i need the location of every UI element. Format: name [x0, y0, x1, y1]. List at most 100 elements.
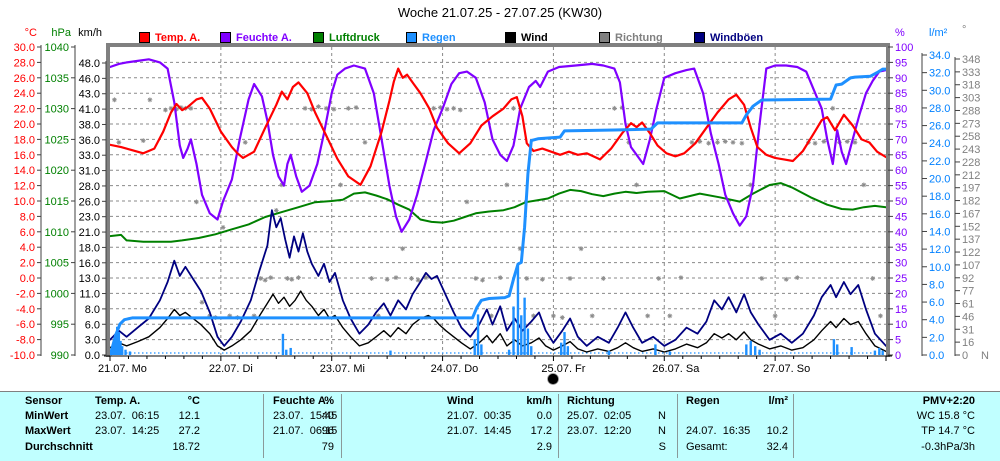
- direction-marker-icon: [369, 276, 375, 281]
- cell-time: Gesamt:: [686, 441, 728, 453]
- direction-marker-icon: [678, 275, 684, 280]
- tick-label: 1030: [45, 104, 69, 116]
- direction-marker-icon: [488, 313, 494, 319]
- direction-marker-icon: [174, 106, 179, 112]
- tick-label: 43.0: [79, 89, 100, 101]
- tick-label: 995: [51, 319, 69, 331]
- axis-unit-label: hPa: [51, 27, 71, 39]
- tick-label: 80: [895, 104, 907, 116]
- axis-north-label: N: [981, 350, 989, 362]
- tick-label: 1020: [45, 165, 69, 177]
- tick-label: 10: [895, 319, 907, 331]
- direction-marker-icon: [227, 313, 233, 319]
- direction-marker-icon: [116, 139, 122, 145]
- tick-label: 107: [962, 260, 980, 272]
- legend-label: Wind: [521, 31, 548, 44]
- direction-marker-icon: [194, 199, 199, 205]
- legend-swatch-icon: [599, 32, 610, 43]
- cell-value: 18.72: [172, 441, 200, 453]
- tick-label: 40: [895, 227, 907, 239]
- tick-label: 167: [962, 208, 980, 220]
- x-axis-day-label: 22.07. Di: [209, 363, 253, 375]
- tick-label: 32.0: [929, 68, 950, 80]
- rain-bar: [850, 347, 853, 355]
- tick-label: 137: [962, 234, 980, 246]
- tick-label: 16.0: [14, 150, 35, 162]
- rain-bar: [116, 326, 119, 355]
- direction-marker-icon: [524, 276, 530, 281]
- direction-marker-icon: [870, 276, 876, 281]
- tick-label: 20: [895, 288, 907, 300]
- col-header: Feuchte A.: [273, 395, 329, 407]
- direction-marker-icon: [667, 313, 673, 319]
- direction-marker-icon: [251, 313, 257, 319]
- col-unit: %: [324, 395, 334, 407]
- tick-label: 30.0: [14, 42, 35, 54]
- axis-l/m²: 34.0 32.0 30.0 28.0 26.0 24.0 22.0 20.0 18.0 16.0…: [921, 27, 950, 362]
- tick-label: 36.0: [79, 135, 100, 147]
- series-windb-en: [110, 209, 886, 347]
- cell-value: N: [658, 410, 666, 422]
- legend-item-richtung: Richtung: [599, 31, 663, 44]
- col-unit: l/m²: [768, 395, 788, 407]
- tick-label: 348: [962, 54, 980, 66]
- rain-bar: [281, 333, 285, 355]
- direction-marker-icon: [759, 276, 765, 281]
- tick-label: 182: [962, 196, 980, 208]
- rain-bar: [124, 349, 127, 355]
- axis-unit-label: km/h: [78, 27, 102, 39]
- tick-label: 8.0: [20, 211, 35, 223]
- rain-bar: [117, 332, 121, 355]
- col-header: Richtung: [567, 395, 615, 407]
- rain-bar: [563, 332, 566, 355]
- direction-marker-icon: [338, 182, 343, 188]
- legend-swatch-icon: [220, 32, 231, 43]
- direction-marker-icon: [812, 140, 818, 146]
- tick-label: 30: [895, 258, 907, 270]
- direction-marker-icon: [431, 105, 437, 111]
- tick-label: -8.0: [16, 335, 35, 347]
- legend-swatch-icon: [406, 32, 417, 43]
- rain-bar: [753, 346, 757, 355]
- tick-label: 152: [962, 221, 980, 233]
- tick-label: 61: [962, 299, 974, 311]
- info-1: WC 15.8 °C: [916, 410, 975, 422]
- tick-label: 4.0: [20, 242, 35, 254]
- direction-marker-icon: [279, 182, 285, 188]
- rain-bar: [559, 342, 563, 355]
- x-axis-day-label: 26.07. Sa: [652, 363, 700, 375]
- rain-bar: [473, 339, 476, 355]
- tick-label: 16.0: [79, 258, 100, 270]
- tick-label: 6.0: [929, 297, 944, 309]
- info-2: TP 14.7 °C: [921, 425, 975, 437]
- tick-label: 20.0: [929, 174, 950, 186]
- rain-bar: [520, 315, 523, 355]
- table-column-separator: [677, 394, 678, 458]
- direction-marker-icon: [331, 106, 337, 112]
- tick-label: 13.0: [79, 273, 100, 285]
- tick-label: 14.0: [929, 226, 950, 238]
- tick-label: 90: [895, 73, 907, 85]
- direction-marker-icon: [112, 97, 117, 103]
- direction-marker-icon: [309, 106, 315, 112]
- direction-marker-icon: [480, 277, 485, 283]
- direction-marker-icon: [268, 275, 274, 280]
- direction-marker-icon: [207, 313, 213, 319]
- tick-label: 14.0: [14, 165, 35, 177]
- tick-label: 33.0: [79, 150, 100, 162]
- tick-label: 273: [962, 118, 980, 130]
- series-wind: [110, 290, 886, 353]
- tick-label: 318: [962, 80, 980, 92]
- row-label-durchschnitt: Durchschnitt: [25, 441, 93, 453]
- tick-label: 16: [962, 337, 974, 349]
- page-title: Woche 21.07.25 - 27.07.25 (KW30): [397, 5, 603, 20]
- direction-marker-icon: [375, 313, 381, 319]
- col-header: Temp. A.: [95, 395, 141, 407]
- rain-bar: [526, 328, 530, 355]
- weather-week-chart: 21.07. Mo 22.07. Di 23.07. Mi 24.07. Do 25.0…: [10, 24, 989, 385]
- rain-bar: [112, 342, 116, 355]
- tick-label: 0.0: [929, 350, 944, 362]
- direction-marker-icon: [423, 275, 429, 280]
- tick-label: 30.0: [929, 85, 950, 97]
- tick-label: 18.0: [929, 191, 950, 203]
